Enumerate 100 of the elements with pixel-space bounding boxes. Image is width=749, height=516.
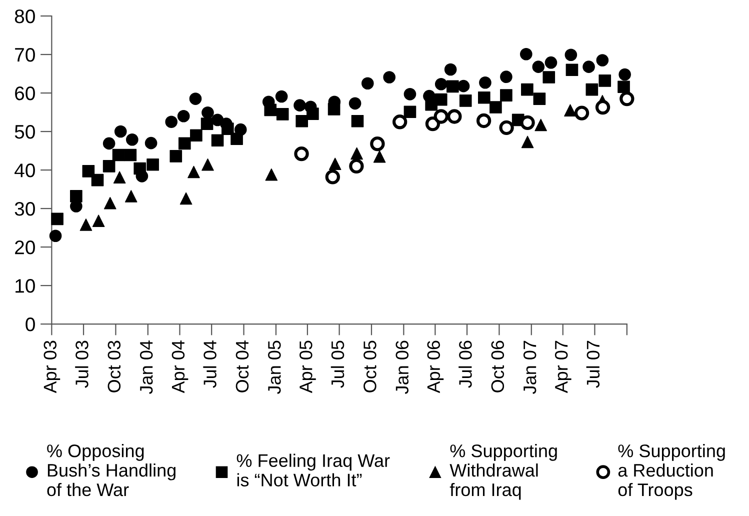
point: [434, 109, 448, 124]
point: [566, 64, 578, 76]
point: [598, 74, 612, 87]
point: [170, 150, 182, 162]
legend-label: % Supporting Withdrawal from Iraq: [450, 444, 557, 500]
x-tick-label: Apr 03: [44, 340, 60, 394]
point: [620, 91, 634, 106]
point: [434, 93, 448, 106]
point: [618, 68, 631, 81]
point: [328, 158, 342, 170]
point: [80, 218, 92, 231]
point: [586, 83, 598, 96]
point: [200, 118, 214, 130]
point: [361, 77, 374, 90]
point: [476, 113, 492, 128]
legend-label: % Feeling Iraq War is “Not Worth It”: [236, 454, 390, 486]
point: [532, 60, 545, 73]
x-tick-label: Jan 04: [140, 340, 153, 394]
y-tick-label: 70: [15, 48, 35, 62]
point: [91, 174, 104, 186]
point: [351, 114, 364, 128]
point: [276, 108, 289, 120]
point: [404, 106, 416, 118]
y-tick-label: 0: [26, 318, 35, 332]
point: [350, 147, 363, 160]
point: [177, 110, 190, 122]
x-tick-label: Jan 05: [268, 340, 281, 394]
point: [520, 115, 535, 130]
point: [188, 166, 200, 178]
point: [114, 125, 127, 138]
point: [544, 56, 558, 69]
point: [479, 76, 492, 89]
y-tick-label: 80: [14, 9, 35, 24]
point: [202, 158, 214, 171]
point: [124, 190, 138, 202]
point: [349, 158, 364, 174]
x-tick-label: Apr 04: [172, 340, 188, 394]
point: [618, 80, 630, 94]
y-tick-label: 20: [15, 240, 35, 254]
point: [82, 165, 95, 178]
point: [582, 60, 595, 73]
y-tick-label: 40: [14, 163, 35, 178]
x-tick-label: Jul 03: [75, 340, 88, 388]
point: [102, 160, 116, 172]
point: [134, 162, 146, 175]
x-tick-label: Jul 04: [203, 340, 216, 388]
point: [124, 148, 137, 162]
point: [104, 196, 116, 210]
point: [446, 80, 459, 93]
point: [533, 92, 546, 105]
point: [447, 109, 462, 124]
point: [230, 132, 243, 145]
x-tick-label: Jan 07: [523, 340, 536, 394]
point: [328, 103, 340, 116]
point: [459, 94, 472, 107]
point: [180, 192, 192, 205]
point: [113, 171, 126, 184]
point: [564, 48, 578, 62]
point: [500, 89, 512, 102]
point: [521, 83, 534, 96]
point: [500, 70, 512, 83]
point: [434, 78, 448, 90]
point: [521, 136, 534, 148]
point: [275, 90, 288, 103]
point: [144, 136, 158, 150]
y-tick-label: 30: [14, 202, 35, 216]
point: [70, 190, 82, 202]
point: [102, 137, 116, 150]
point: [264, 104, 277, 116]
legend-label: % Supporting a Reduction of Troops: [618, 444, 725, 500]
point: [211, 134, 224, 147]
point: [425, 116, 440, 132]
point: [146, 158, 159, 171]
point: [306, 108, 319, 120]
y-tick-label: 50: [14, 124, 35, 139]
point: [165, 116, 178, 128]
point: [294, 99, 306, 112]
y-tick-label: 60: [15, 86, 35, 100]
point: [92, 214, 105, 228]
x-tick-label: Jul 05: [330, 340, 344, 388]
point: [294, 146, 309, 162]
x-tick-label: Oct 04: [236, 340, 249, 392]
point: [534, 118, 547, 132]
point: [51, 212, 64, 226]
point: [392, 114, 408, 130]
point: [444, 63, 457, 76]
point: [126, 133, 138, 146]
point: [178, 137, 191, 150]
x-tick-label: Oct 06: [491, 340, 504, 392]
point: [112, 148, 125, 162]
point: [499, 120, 514, 136]
x-tick-label: Apr 05: [300, 340, 316, 394]
point: [595, 100, 610, 115]
point: [574, 106, 590, 120]
x-tick-label: Jul 06: [458, 340, 472, 388]
point: [596, 54, 609, 66]
point: [222, 122, 234, 135]
y-tick-label: 10: [16, 279, 35, 293]
point: [373, 150, 386, 163]
point: [265, 168, 278, 181]
